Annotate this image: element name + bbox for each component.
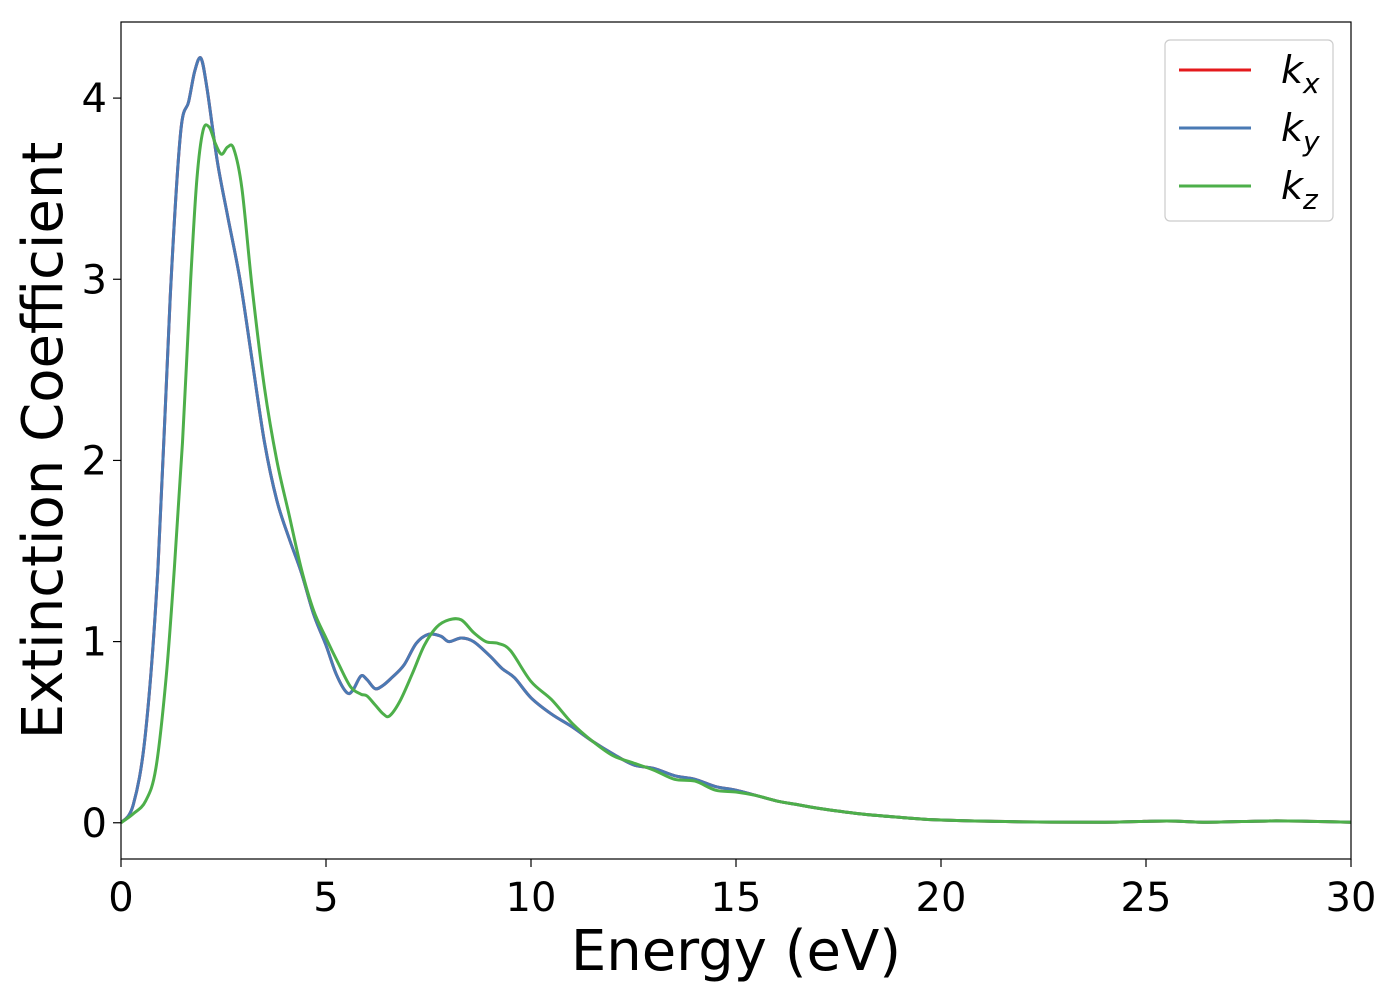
x-axis: 0 5 10 15 20 25 30: [108, 859, 1376, 921]
x-tick-label: 25: [1121, 875, 1172, 921]
y-tick-label: 1: [82, 620, 107, 666]
legend-label-kz: kz: [1281, 164, 1319, 216]
x-tick-label: 5: [313, 875, 338, 921]
y-axis: 0 1 2 3 4: [82, 76, 121, 847]
y-tick-label: 4: [82, 76, 107, 122]
x-tick-label: 15: [711, 875, 762, 921]
legend-box: [1164, 39, 1334, 222]
x-tick-label: 20: [916, 875, 967, 921]
y-tick-label: 2: [82, 438, 107, 484]
y-tick-label: 3: [82, 257, 107, 303]
legend-label-kx: kx: [1281, 48, 1320, 100]
x-tick-label: 0: [108, 875, 133, 921]
y-axis-label: Extinction Coefficient: [11, 142, 76, 740]
legend-label-main: k: [1281, 48, 1305, 92]
legend-label-main: k: [1281, 164, 1305, 208]
y-tick-label: 0: [82, 801, 107, 847]
legend-label-subscript: y: [1302, 125, 1320, 158]
series-line-kz: [121, 123, 1351, 824]
legend-label-ky: ky: [1281, 106, 1320, 158]
x-tick-label: 10: [506, 875, 557, 921]
series-layer: [121, 56, 1351, 824]
x-tick-label: 30: [1326, 875, 1377, 921]
legend-label-subscript: x: [1302, 67, 1320, 100]
legend-label-main: k: [1281, 106, 1305, 150]
legend-label-subscript: z: [1302, 183, 1319, 216]
x-axis-label: Energy (eV): [571, 919, 901, 984]
